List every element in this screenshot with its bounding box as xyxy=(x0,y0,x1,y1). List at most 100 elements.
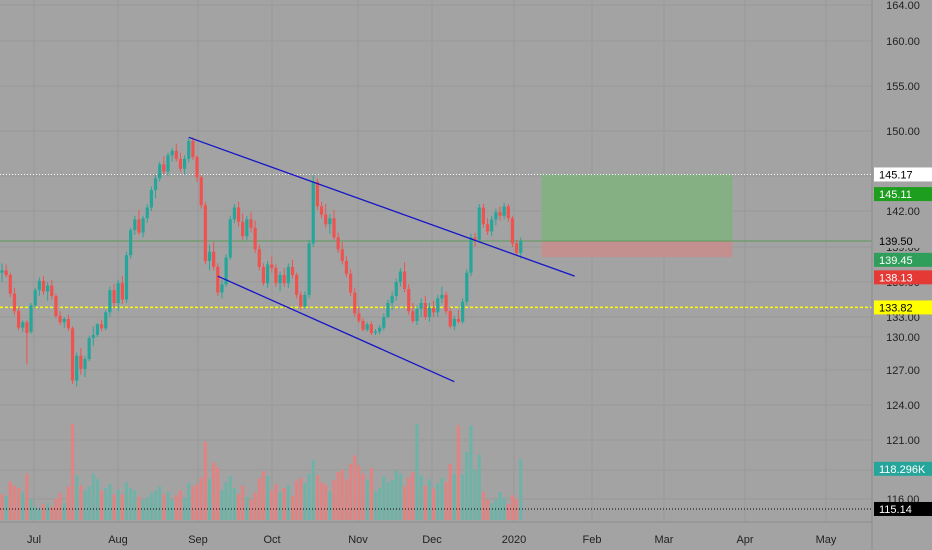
volume-bar xyxy=(50,506,54,520)
candle-body xyxy=(178,158,183,169)
x-tick-label: Mar xyxy=(655,534,674,546)
volume-bar xyxy=(245,496,249,520)
volume-bar xyxy=(12,485,17,520)
candle-body xyxy=(510,218,515,244)
candle-body xyxy=(419,303,423,309)
volume-bar xyxy=(162,494,166,520)
price-tag xyxy=(874,234,932,248)
candle-body xyxy=(411,311,415,321)
candle-body xyxy=(481,207,485,225)
volume-bar xyxy=(220,490,224,520)
volume-bar xyxy=(510,495,515,520)
candle-body xyxy=(149,190,153,208)
y-tick-label: 164.00 xyxy=(886,0,920,12)
volume-bar xyxy=(270,490,274,520)
candle-body xyxy=(87,338,91,359)
volume-bar xyxy=(436,483,440,520)
candle-body xyxy=(12,293,17,312)
volume-bar xyxy=(349,464,353,520)
volume-bar xyxy=(191,486,195,520)
volume-bar xyxy=(373,491,378,520)
volume-bar xyxy=(519,459,523,520)
x-tick-label: Oct xyxy=(263,534,280,546)
volume-bar xyxy=(236,494,241,520)
volume-bar xyxy=(83,490,87,520)
candle-body xyxy=(75,355,79,381)
volume-bar xyxy=(299,477,303,520)
volume-bar xyxy=(382,476,386,520)
volume-bar xyxy=(166,492,170,520)
volume-bar xyxy=(46,503,50,520)
volume-bar xyxy=(448,464,452,520)
volume-bar xyxy=(353,455,357,520)
candle-body xyxy=(423,303,427,317)
volume-bar xyxy=(303,483,307,520)
volume-bar xyxy=(398,473,402,520)
volume-bar xyxy=(415,424,419,520)
volume-bar xyxy=(444,481,448,520)
candle-body xyxy=(261,266,266,284)
volume-bar xyxy=(141,499,145,520)
volume-bar xyxy=(199,477,203,520)
candle-body xyxy=(502,206,506,216)
volume-bar xyxy=(41,504,46,520)
price-tag-label: 145.11 xyxy=(879,189,912,201)
y-tick-label: 124.00 xyxy=(886,400,920,412)
candle-body xyxy=(129,230,133,256)
candle-body xyxy=(116,283,120,303)
candle-body xyxy=(369,324,373,333)
stop-zone xyxy=(541,241,733,258)
candle-body xyxy=(133,219,137,231)
candle-body xyxy=(340,249,344,261)
volume-bar xyxy=(477,454,481,520)
y-tick-label: 150.00 xyxy=(886,126,920,138)
candle-body xyxy=(278,275,282,284)
candle-body xyxy=(436,298,440,313)
candle-body xyxy=(319,206,324,215)
volume-bar xyxy=(170,500,174,520)
volume-bar xyxy=(228,476,232,520)
volume-bar xyxy=(70,424,75,520)
candle-body xyxy=(324,214,328,225)
candle-body xyxy=(199,177,203,206)
price-tag-label: 145.17 xyxy=(879,169,913,181)
candle-body xyxy=(228,219,232,258)
candle-body xyxy=(83,359,87,369)
volume-bar xyxy=(29,499,33,520)
candle-body xyxy=(415,308,419,321)
volume-bar xyxy=(419,475,423,520)
candle-body xyxy=(54,296,58,316)
candle-body xyxy=(220,284,224,293)
volume-bar xyxy=(369,468,373,520)
volume-bar xyxy=(149,492,153,520)
volume-bar xyxy=(357,465,361,520)
volume-bar xyxy=(8,481,12,520)
volume-bar xyxy=(158,486,162,520)
volume-bar xyxy=(461,474,465,520)
candle-body xyxy=(170,150,174,156)
candle-body xyxy=(286,266,290,284)
x-tick-label: Jul xyxy=(27,534,41,546)
volume-bar xyxy=(494,499,498,520)
candle-body xyxy=(91,335,95,339)
volume-bar xyxy=(203,441,207,520)
candle-body xyxy=(386,303,390,317)
volume-bar xyxy=(423,485,427,520)
candle-body xyxy=(241,221,245,237)
candle-body xyxy=(100,324,104,329)
candle-body xyxy=(153,178,158,190)
volume-bar xyxy=(216,467,220,520)
candle-body xyxy=(120,283,124,300)
candle-body xyxy=(365,324,369,330)
volume-bar xyxy=(411,472,415,520)
candle-body xyxy=(46,285,50,292)
candle-body xyxy=(41,280,46,292)
candle-body xyxy=(444,294,448,312)
volume-bar xyxy=(153,490,158,520)
x-tick-label: 2020 xyxy=(502,534,526,546)
price-tag xyxy=(874,300,932,315)
candle-body xyxy=(104,312,108,329)
volume-bar xyxy=(402,486,407,520)
